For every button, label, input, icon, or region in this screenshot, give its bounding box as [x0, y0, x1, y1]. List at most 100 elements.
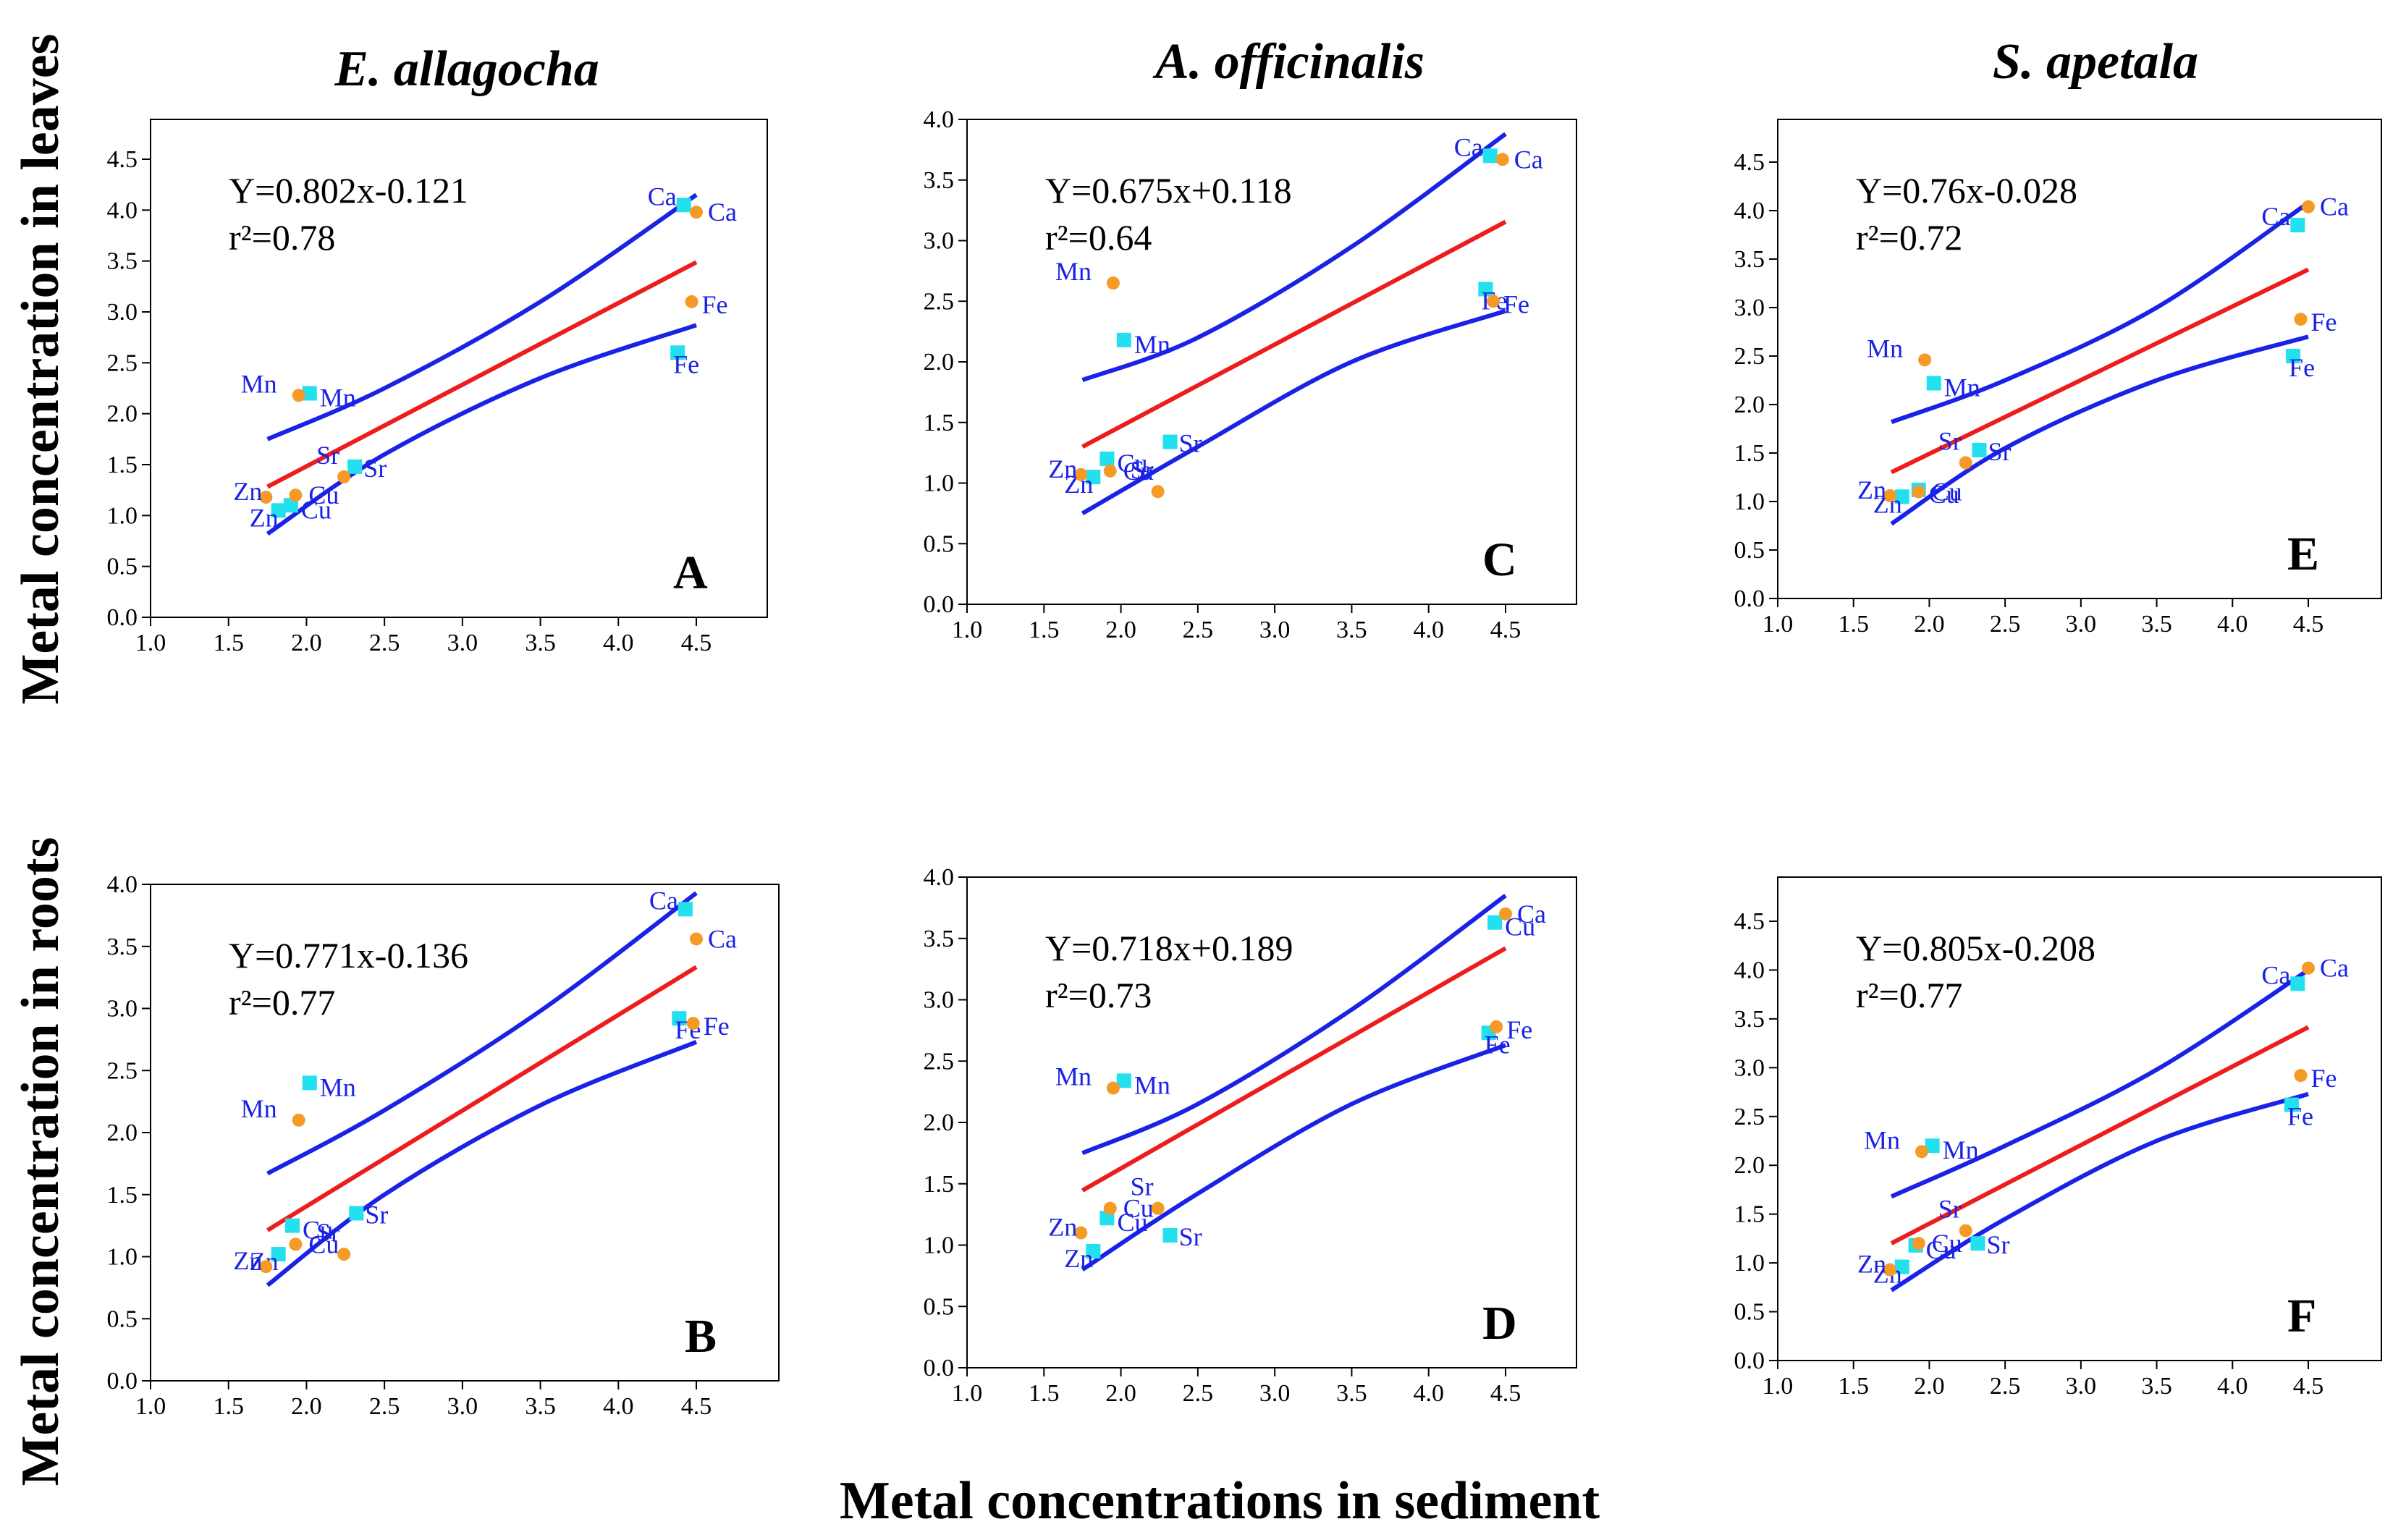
point-label: Sr — [1938, 426, 1962, 455]
panels: 1.0 1.5 2.0 2.5 3.0 3.5 4.0 4.5 0.0 0.5 1.0 1.5 2.0 2… — [107, 106, 2382, 1420]
regression-equation: Y=0.805x-0.208 — [1856, 928, 2095, 968]
y-tick-label: 4.0 — [107, 871, 138, 898]
data-point-circle — [1486, 295, 1500, 308]
y-tick-label: 2.5 — [924, 288, 955, 315]
point-label: Cu — [308, 1230, 339, 1258]
data-point-circle — [1959, 456, 1972, 470]
data-point-square — [1116, 332, 1131, 347]
point-label: Ca — [2320, 192, 2349, 221]
data-point-circle — [1490, 1020, 1503, 1033]
data-point-circle — [2302, 961, 2315, 975]
data-point-square — [347, 459, 363, 474]
point-label: Fe — [1485, 1030, 1511, 1059]
data-point-square — [1894, 489, 1909, 504]
y-tick-label: 3.0 — [924, 228, 955, 255]
point-label: Zn — [1857, 475, 1886, 504]
y-tick-label: 0.0 — [107, 604, 138, 631]
r-squared-label: r²=0.77 — [229, 982, 335, 1023]
point-label: Ca — [2320, 954, 2349, 983]
data-point-circle — [685, 295, 698, 308]
ci-lower-line — [1890, 1091, 2309, 1292]
point-label: Sr — [316, 1218, 339, 1247]
data-point-circle — [2294, 313, 2308, 326]
regression-line — [1081, 219, 1507, 449]
point-label: Mn — [241, 1094, 277, 1123]
point-label: Cu — [1123, 457, 1154, 486]
point-label: Fe — [2311, 308, 2337, 337]
data-point-circle — [690, 206, 703, 219]
chart-panel-B: 1.0 1.5 2.0 2.5 3.0 3.5 4.0 4.5 0.0 0.5 1.0 1.5 2.0 2… — [107, 871, 780, 1420]
chart-panel-D: 1.0 1.5 2.0 2.5 3.0 3.5 4.0 4.5 0.0 0.5 1.0 1.5 2.0 2… — [924, 864, 1577, 1407]
x-tick-label: 2.5 — [369, 630, 400, 656]
data-point-circle — [1883, 488, 1896, 502]
y-tick-label: 1.5 — [1734, 440, 1765, 467]
y-tick-label: 2.0 — [107, 401, 138, 428]
panel-letter: A — [673, 546, 708, 599]
y-tick-label: 0.0 — [924, 591, 955, 618]
x-tick-label: 3.0 — [447, 1393, 478, 1420]
x-tick-label: 1.5 — [1029, 1380, 1060, 1407]
data-point-circle — [1915, 1145, 1928, 1159]
data-point-square — [285, 1218, 300, 1233]
data-point-circle — [686, 1017, 700, 1031]
r-squared-label: r²=0.73 — [1045, 975, 1152, 1015]
point-label: Fe — [704, 1012, 730, 1041]
y-tick-label: 4.0 — [924, 106, 955, 133]
data-point-square — [283, 498, 298, 513]
x-tick-label: 1.0 — [952, 617, 983, 643]
point-label: Mn — [1943, 1135, 1979, 1164]
data-point-circle — [1103, 1201, 1117, 1215]
x-tick-label: 3.5 — [1336, 1380, 1367, 1407]
data-point-square — [1086, 470, 1101, 485]
data-point-circle — [337, 1248, 351, 1261]
regression-equation: Y=0.718x+0.189 — [1045, 928, 1293, 968]
point-label: Ca — [1517, 900, 1546, 928]
y-tick-label: 4.5 — [1734, 908, 1765, 935]
point-label: Zn — [1064, 1244, 1093, 1273]
x-tick-label: 2.0 — [291, 1393, 322, 1420]
x-tick-label: 3.0 — [447, 630, 478, 656]
y-tick-label: 0.5 — [1734, 1299, 1765, 1326]
x-tick-label: 4.0 — [603, 1393, 634, 1420]
y-tick-label: 0.0 — [1734, 585, 1765, 612]
x-tick-label: 2.0 — [1914, 611, 1945, 638]
y-tick-label: 3.0 — [1734, 1054, 1765, 1081]
y-tick-label: 0.5 — [924, 1293, 955, 1320]
point-label: Cu — [301, 495, 332, 524]
data-point-square — [1086, 1243, 1101, 1258]
x-tick-label: 4.0 — [2217, 611, 2248, 638]
point-label: Ca — [1454, 132, 1483, 161]
y-tick-label: 3.0 — [107, 996, 138, 1023]
point-label: Ca — [708, 924, 737, 953]
y-tick-label: 2.5 — [1734, 1104, 1765, 1130]
point-label: Fe — [673, 350, 699, 378]
point-label: Fe — [2311, 1064, 2337, 1093]
y-tick-label: 0.0 — [924, 1355, 955, 1382]
data-point-square — [302, 386, 317, 401]
point-label: Ca — [2261, 202, 2290, 231]
data-point-square — [670, 345, 685, 360]
x-tick-label: 3.5 — [1336, 617, 1367, 643]
y-tick-label: 2.5 — [107, 1057, 138, 1084]
point-label: Mn — [1864, 1125, 1900, 1154]
x-tick-label: 2.0 — [1105, 617, 1136, 643]
y-axis-label-leaves: Metal concentration in leaves — [11, 34, 70, 705]
point-label: Ca — [2261, 960, 2290, 989]
point-label: Zn — [1048, 454, 1077, 483]
r-squared-label: r²=0.64 — [1045, 217, 1152, 258]
ci-upper-line — [1081, 132, 1507, 382]
point-label: Mn — [320, 1072, 356, 1101]
y-tick-label: 1.5 — [924, 410, 955, 436]
y-tick-label: 3.5 — [1734, 246, 1765, 273]
data-point-square — [672, 1011, 687, 1026]
point-label: Cu — [308, 481, 339, 509]
data-point-square — [1162, 1227, 1178, 1243]
data-point-circle — [292, 1113, 305, 1127]
data-point-square — [271, 1247, 286, 1262]
x-tick-label: 3.0 — [2066, 611, 2097, 638]
point-label: Mn — [1134, 1070, 1170, 1099]
y-tick-label: 3.0 — [924, 987, 955, 1014]
data-point-circle — [690, 932, 703, 946]
y-tick-label: 1.5 — [924, 1171, 955, 1198]
data-point-circle — [1918, 353, 1932, 367]
